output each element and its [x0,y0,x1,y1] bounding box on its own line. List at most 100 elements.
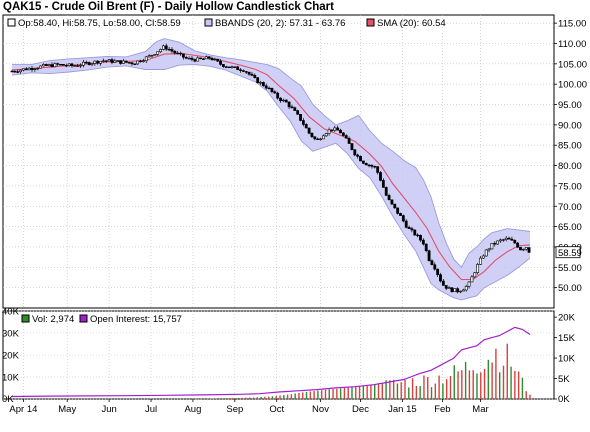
candle-body [127,62,131,64]
candle-body [364,163,368,166]
volume-bar [298,392,300,399]
volume-left-tick-label: 10K [2,373,20,384]
volume-bar [529,394,531,399]
candle-body [470,276,474,283]
candle-body [390,199,394,205]
candle-body [379,172,382,181]
volume-bar [521,377,524,399]
candle-body [53,63,57,68]
volume-bar [419,386,421,399]
candle-body [181,53,185,58]
candle-body [384,187,388,196]
legend-ohlc-swatch [7,18,16,27]
candle-body [356,154,360,157]
candle-body [150,54,154,57]
candle-body [30,67,34,70]
price-tick-label: 50.00 [558,283,582,294]
candle-body [142,60,145,62]
volume-bar [199,398,202,400]
candle-body [244,71,248,73]
legend-bbands-swatch [204,18,213,27]
volume-bar [347,387,349,399]
candle-body [99,60,102,64]
candle-body [59,63,62,66]
candle-body [419,234,422,241]
candle-body [70,63,74,67]
candle-body [190,57,194,60]
candle-body [273,91,277,94]
candle-body [16,71,20,73]
x-tick-label: Apr 14 [9,404,37,415]
price-candles [10,43,531,294]
volume-bar [343,388,346,399]
candle-body [424,243,428,251]
candle-body [33,68,37,70]
price-tick-label: 70.00 [558,202,582,213]
last-price-marker: 58.59 [555,246,582,259]
candle-body [159,49,162,53]
candle-body [450,287,454,293]
x-tick-label: May [58,404,76,415]
candle-body [221,64,225,68]
candle-body [253,75,257,78]
candle-body [167,48,171,51]
volume-bar [427,377,429,399]
candle-body [370,165,374,167]
price-tick-label: 110.00 [558,39,586,50]
volume-bar [487,359,490,399]
volume-left-tick-label: 20K [2,351,20,362]
volume-bar [389,380,391,399]
candle-body [481,255,485,259]
price-tick-label: 80.00 [558,161,582,172]
candle-body [407,227,411,229]
volume-right-tick-label: 15K [558,333,576,344]
volume-bars [192,343,531,400]
candle-body [239,69,242,71]
candle-body [62,64,65,66]
volume-bar [305,391,308,399]
candle-body [47,64,51,66]
candle-body [476,264,480,274]
candle-body [321,135,325,140]
volume-bar [381,383,383,399]
volume-bar [275,395,277,399]
candle-body [241,70,245,72]
candle-body [301,120,305,125]
legend-vol: Vol: 2,974 [32,314,74,325]
candle-body [441,280,445,286]
price-tick-label: 105.00 [558,59,587,70]
volume-bar [464,361,467,399]
candle-body [353,149,357,156]
candle-body [524,247,528,250]
candle-body [216,58,220,62]
candle-body [267,87,271,90]
volume-bar [336,388,338,399]
candle-body [210,58,214,61]
volume-bar [218,398,221,399]
volume-bar [514,370,516,399]
candle-body [404,220,408,228]
candle-body [396,207,400,214]
candle-body [359,155,362,162]
volume-bar [457,371,459,399]
candle-body [516,242,520,248]
x-tick-label: Oct [269,404,284,415]
volume-bar [366,385,368,399]
candle-body [193,59,197,62]
volume-y-axis-left: 0K 10K 20K 30K 40K [2,307,20,406]
volume-bar [415,386,418,399]
candle-body [490,242,494,250]
last-price-label: 58.59 [558,248,582,259]
candle-body [296,110,300,115]
candle-body [250,73,254,76]
candle-body [350,143,354,151]
candle-body [176,52,180,55]
candle-body [507,237,511,240]
candle-body [444,285,448,289]
candle-body [461,289,465,292]
volume-bar [396,383,399,399]
volume-bar [260,397,262,399]
volume-right-tick-label: 5K [558,374,570,385]
volume-bar [480,372,482,399]
candle-body [290,106,294,108]
